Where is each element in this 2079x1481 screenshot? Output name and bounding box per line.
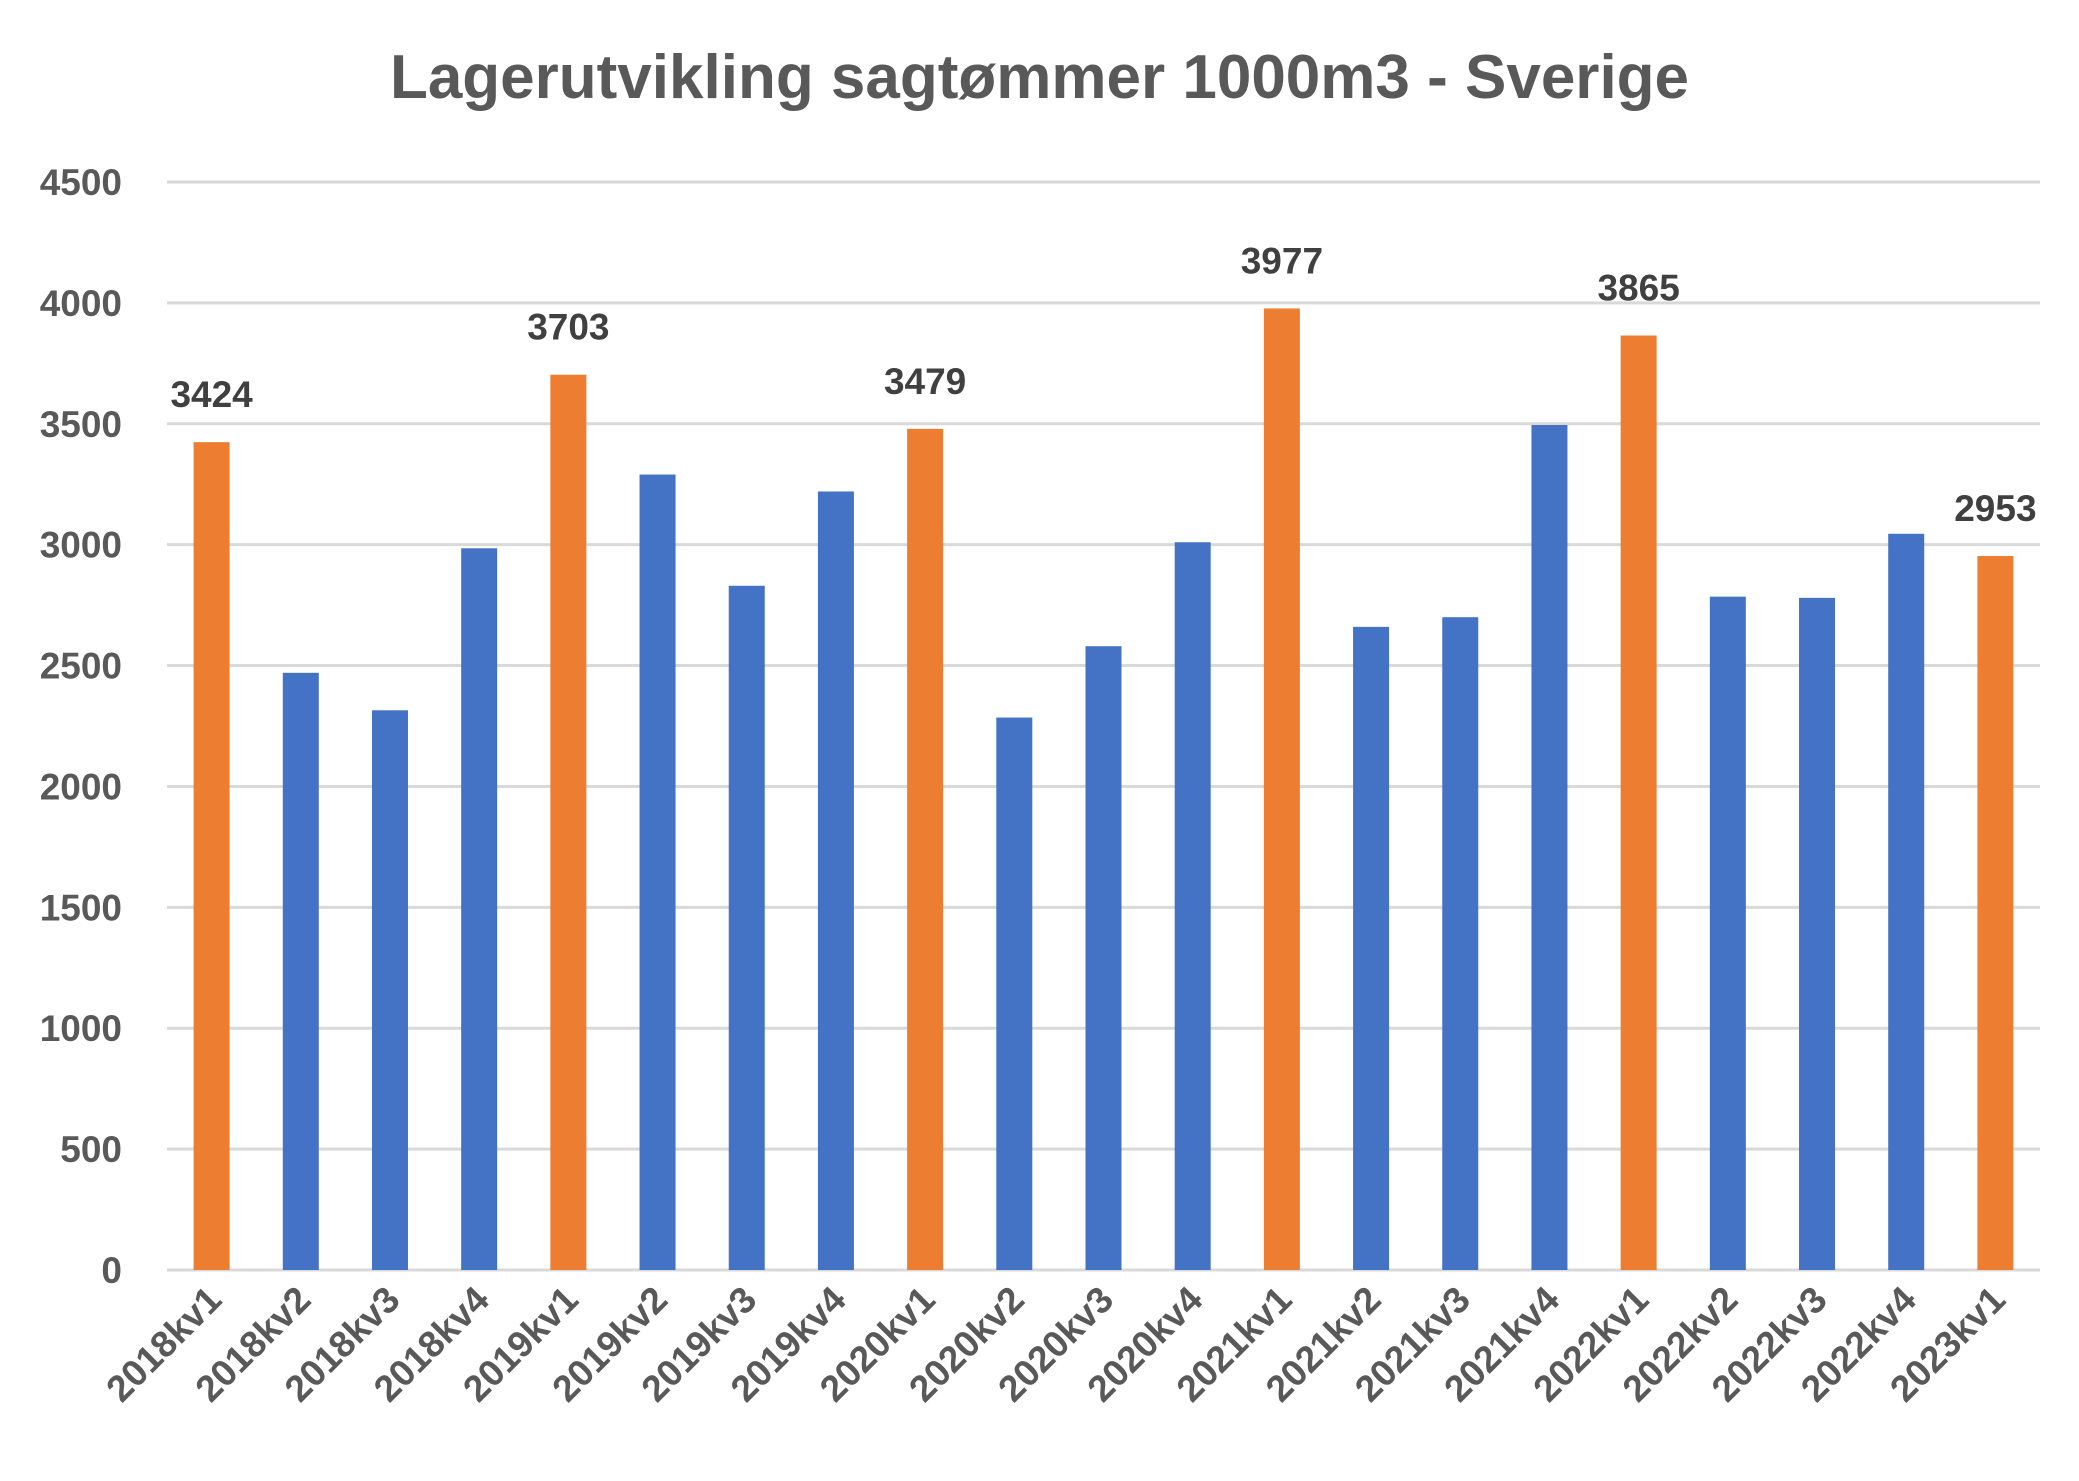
y-tick-label: 3000: [40, 525, 122, 566]
y-tick-label: 500: [60, 1129, 122, 1170]
y-tick-label: 4500: [40, 162, 122, 203]
y-tick-label: 4000: [40, 283, 122, 324]
data-label: 3703: [527, 307, 609, 348]
bar-2018kv4: [461, 548, 498, 1270]
bar-2021kv1: [1263, 308, 1300, 1270]
bar-2018kv2: [282, 672, 319, 1270]
bar-2020kv1: [907, 428, 944, 1270]
y-axis-ticks: 0 500 1000 1500 2000 2500 3000 3500 4000 4500: [40, 162, 122, 1291]
bars: [193, 308, 2014, 1270]
y-tick-label: 1500: [40, 887, 122, 928]
y-tick-label: 2000: [40, 766, 122, 807]
bar-2020kv3: [1085, 646, 1122, 1270]
data-label: 2953: [1954, 488, 2036, 529]
y-tick-label: 3500: [40, 404, 122, 445]
bar-2019kv3: [728, 585, 765, 1270]
bar-2019kv1: [550, 374, 587, 1270]
y-tick-label: 2500: [40, 646, 122, 687]
data-labels: 3424 3703 3479 3977 3865 2953: [170, 240, 2036, 529]
bar-2023kv1: [1977, 556, 2014, 1270]
bar-2022kv2: [1709, 596, 1746, 1270]
bar-2021kv4: [1531, 424, 1568, 1270]
bar-2019kv4: [817, 491, 854, 1270]
bar-2022kv3: [1799, 597, 1836, 1270]
bar-2020kv4: [1174, 542, 1211, 1270]
data-label: 3865: [1597, 268, 1679, 309]
x-axis-ticks: 2018kv12018kv22018kv32018kv42019kv12019k…: [98, 1278, 2013, 1409]
bar-2019kv2: [639, 474, 676, 1270]
data-label: 3424: [170, 374, 253, 415]
data-label: 3977: [1241, 240, 1323, 281]
bar-2018kv3: [371, 710, 408, 1270]
chart-title: Lagerutvikling sagtømmer 1000m3 - Sverig…: [389, 43, 1690, 112]
bar-2021kv3: [1442, 617, 1479, 1270]
y-tick-label: 1000: [40, 1008, 122, 1049]
y-tick-label: 0: [101, 1250, 122, 1291]
bar-2021kv2: [1353, 626, 1390, 1270]
data-label: 3479: [884, 361, 966, 402]
bar-2018kv1: [193, 442, 230, 1270]
bar-2022kv1: [1620, 335, 1657, 1270]
bar-2020kv2: [996, 717, 1033, 1270]
bar-2022kv4: [1888, 533, 1925, 1270]
